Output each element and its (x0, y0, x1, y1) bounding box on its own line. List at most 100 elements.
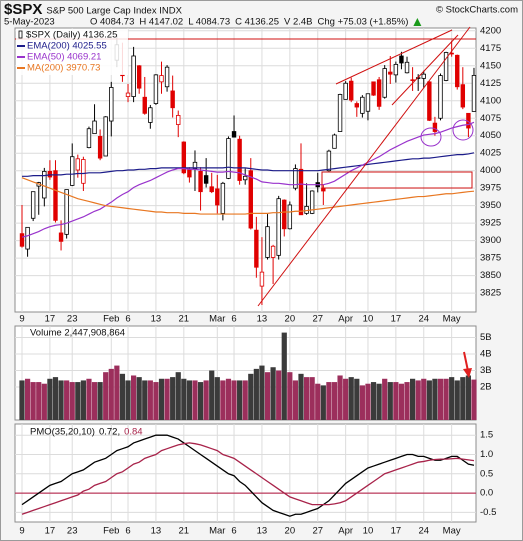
volume-bar (415, 380, 421, 420)
volume-bar (220, 380, 226, 420)
volume-bar (387, 382, 393, 420)
candle-body (259, 271, 265, 287)
candle-body (64, 189, 69, 235)
annotation-circle (420, 127, 442, 147)
volume-bar (248, 373, 254, 420)
candle-body (393, 63, 399, 76)
quote-item: H 4147.02 (139, 17, 183, 28)
x-tick-label: Apr (338, 526, 353, 537)
candle-body (360, 96, 365, 114)
legend-box (16, 29, 128, 75)
volume-bar (454, 380, 460, 420)
candle-body (427, 81, 432, 121)
candle-body (332, 134, 337, 149)
volume-bar (114, 365, 120, 420)
volume-bar (437, 378, 444, 420)
pmo-line (21, 442, 475, 515)
volume-bar (264, 372, 271, 420)
y-tick-label: 3975 (480, 183, 501, 194)
y-tick-label: 4025 (480, 148, 501, 159)
x-tick-label: 17 (391, 314, 402, 325)
volume-bar (64, 380, 70, 420)
volume-bar (348, 377, 354, 420)
quote-item: Chg +75.03 (+1.85%) (318, 17, 409, 28)
x-tick-label: 9 (19, 526, 24, 537)
candle-body (142, 96, 147, 114)
y-tick-label: 4150 (480, 60, 501, 71)
y-tick-label: 4175 (480, 43, 501, 54)
x-tick-label: 6 (231, 314, 236, 325)
volume-bar (103, 372, 109, 420)
volume-bar (136, 377, 142, 420)
plot-layer: 3825 3850 3875 3900 3925 3950 3975 4000 4025 4050… (15, 25, 501, 537)
legend-candle (18, 30, 23, 39)
x-tick-label: 21 (179, 314, 190, 325)
candle-body (125, 92, 131, 97)
volume-bar (326, 382, 332, 420)
y-tick-label: 2B (480, 382, 492, 393)
quote-item: V 2.4B (284, 17, 313, 28)
pmo-label: PMO(35,20,10) (30, 427, 95, 438)
chart-subtitle: S&P 500 Large Cap Index INDX (46, 6, 182, 17)
volume-bar (125, 380, 131, 420)
candle-body (432, 122, 438, 132)
candle-body (270, 245, 276, 258)
annotation-line (257, 26, 471, 307)
x-tick-label: 10 (363, 314, 374, 325)
volume-bar (164, 378, 170, 420)
y-tick-label: 4075 (480, 113, 501, 124)
volume-bar (158, 378, 165, 420)
candle-body (293, 168, 298, 189)
volume-bar (331, 382, 338, 420)
candle-body (455, 54, 460, 88)
x-tick-label: Feb (103, 526, 119, 537)
candle-body (421, 73, 426, 79)
y-tick-label: 3925 (480, 218, 501, 229)
quote-item: O 4084.73 (90, 17, 134, 28)
candle-body (47, 170, 53, 178)
volume-bar (225, 378, 232, 420)
volume-bar (91, 382, 98, 420)
legend-label: EMA(50) 4069.21 (27, 52, 101, 63)
candle-body (136, 65, 142, 89)
volume-bar (41, 383, 47, 420)
volume-bar (421, 378, 427, 420)
source: © StockCharts.com (436, 5, 518, 16)
volume-bar (432, 378, 438, 420)
y-tick-label: 4B (480, 349, 492, 360)
indicator-line (22, 152, 475, 177)
volume-bar (142, 380, 148, 420)
y-tick-label: 0.5 (480, 468, 493, 479)
x-tick-label: 17 (45, 314, 56, 325)
annotation-circle (452, 119, 474, 141)
candle-body (109, 87, 114, 122)
candle-body (198, 170, 203, 193)
x-tick-label: 13 (257, 526, 268, 537)
candle-body (148, 107, 153, 123)
x-tick-label: 13 (151, 526, 162, 537)
volume-bar (186, 380, 192, 420)
candle-body (321, 187, 326, 192)
volume-bar (443, 378, 449, 420)
candle-body (237, 138, 242, 181)
x-tick-label: 24 (418, 314, 429, 325)
y-tick-label: 4000 (480, 165, 501, 176)
y-tick-label: 3900 (480, 235, 501, 246)
y-tick-label: 4050 (480, 130, 501, 141)
volume-bar (30, 382, 36, 420)
legend-label: $SPX (Daily) 4136.25 (26, 30, 117, 41)
candle-body (248, 170, 253, 229)
candle-body (399, 55, 404, 64)
volume-label: Volume 2,447,908,864 (30, 328, 125, 339)
y-tick-label: 0.0 (480, 488, 493, 499)
y-tick-label: -0.5 (480, 507, 496, 518)
volume-bar (259, 365, 265, 420)
x-tick-label: 6 (125, 526, 130, 537)
quote-item: C 4136.25 (235, 17, 279, 28)
volume-bar (58, 380, 64, 420)
volume-bar (209, 370, 215, 420)
candle-body (75, 158, 80, 171)
y-tick-label: 4200 (480, 25, 501, 36)
x-tick-label: 20 (285, 314, 296, 325)
